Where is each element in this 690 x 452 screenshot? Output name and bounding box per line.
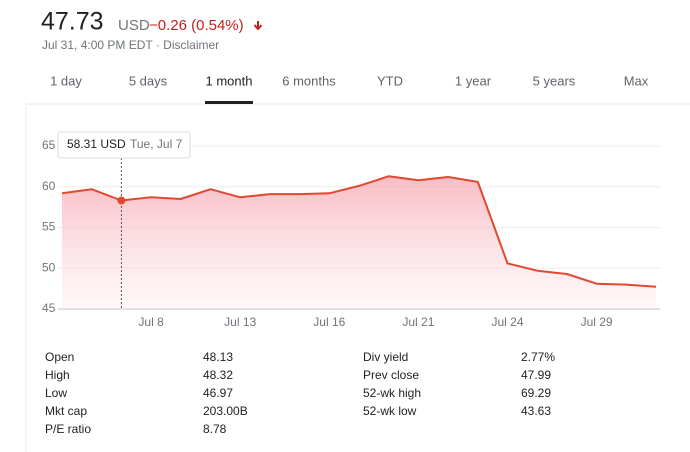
x-tick-label: Jul 8: [138, 315, 164, 329]
stat-label: 52-wk high: [363, 386, 421, 400]
stat-label: Low: [45, 386, 67, 400]
y-tick-label: 65: [42, 138, 56, 152]
stat-value: 47.99: [521, 368, 551, 382]
stat-value: 2.77%: [521, 350, 555, 364]
stat-value: 43.63: [521, 404, 551, 418]
tooltip-date: Tue, Jul 7: [130, 137, 183, 151]
active-tab-underline: [205, 101, 253, 104]
area-fill: [62, 176, 656, 309]
range-tab[interactable]: 1 month: [206, 73, 253, 88]
stat-value: 46.97: [203, 386, 233, 400]
stat-label: High: [45, 368, 70, 382]
stat-label: Mkt cap: [45, 404, 87, 418]
tooltip-value: 58.31 USD: [67, 137, 126, 151]
range-tabs: 1 day 5 days 1 month 6 months YTD 1 year 5 yea…: [50, 73, 649, 104]
price-change: −0.26 (0.54%): [149, 17, 244, 34]
x-tick-label: Jul 16: [313, 315, 345, 329]
hover-point: [117, 196, 126, 205]
disclaimer-link[interactable]: Disclaimer: [163, 38, 219, 52]
timestamp: Jul 31, 4:00 PM EDT · Disclaimer: [42, 38, 219, 52]
range-tab[interactable]: Max: [624, 73, 649, 88]
stat-label: 52-wk low: [363, 404, 417, 418]
range-tab[interactable]: YTD: [377, 73, 403, 88]
tooltip-box: [57, 131, 191, 159]
stat-label: Prev close: [363, 368, 419, 382]
stat-value: 203.00B: [203, 404, 248, 418]
stat-label: Div yield: [363, 350, 408, 364]
y-tick-label: 45: [42, 301, 56, 315]
x-tick-label: Jul 13: [224, 315, 256, 329]
y-tick-label: 60: [42, 179, 56, 193]
y-tick-label: 50: [42, 260, 56, 274]
price-chart: 45 50 55 60 65 Jul 8 Jul 13 Jul 16 Jul 21 Jul 24 J…: [42, 131, 660, 329]
range-tab[interactable]: 5 years: [533, 73, 576, 88]
range-tab[interactable]: 6 months: [282, 73, 336, 88]
timestamp-text: Jul 31, 4:00 PM EDT ·: [42, 38, 163, 52]
x-tick-label: Jul 29: [581, 315, 613, 329]
stats-table: Open 48.13 High 48.32 Low 46.97 Mkt cap 203.00B…: [45, 350, 555, 436]
range-tab[interactable]: 1 year: [455, 73, 492, 88]
down-arrow: [253, 21, 263, 31]
x-tick-label: Jul 21: [402, 315, 434, 329]
stat-value: 69.29: [521, 386, 551, 400]
price-line: [61, 175, 657, 288]
x-tick-label: Jul 24: [491, 315, 523, 329]
price: 47.73: [41, 8, 104, 36]
stat-value: 8.78: [203, 422, 227, 436]
stat-value: 48.13: [203, 350, 233, 364]
y-tick-label: 55: [42, 220, 56, 234]
range-tab[interactable]: 5 days: [129, 73, 168, 88]
stat-label: P/E ratio: [45, 422, 91, 436]
stat-value: 48.32: [203, 368, 233, 382]
range-tab[interactable]: 1 day: [50, 73, 82, 88]
currency: USD: [118, 17, 150, 34]
stat-label: Open: [45, 350, 74, 364]
